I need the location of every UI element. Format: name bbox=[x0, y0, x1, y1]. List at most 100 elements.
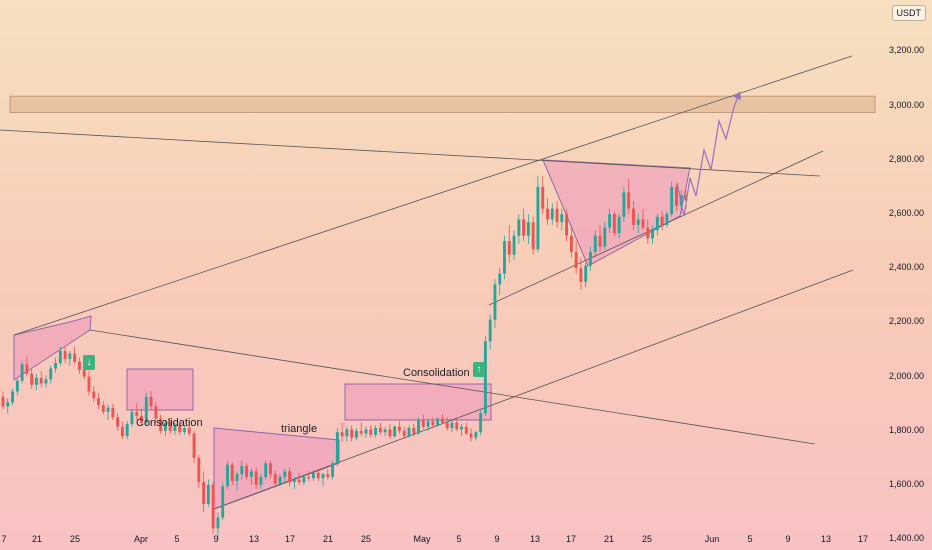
candle-body bbox=[54, 363, 57, 369]
candle bbox=[111, 403, 115, 420]
x-tick-label: 17 bbox=[857, 534, 869, 544]
candle bbox=[25, 356, 29, 377]
candle bbox=[417, 417, 420, 435]
candle bbox=[412, 424, 416, 437]
candle-body bbox=[522, 219, 526, 236]
currency-label[interactable]: USDT bbox=[891, 5, 926, 21]
sell-arrow-icon: ↓ bbox=[83, 355, 95, 370]
x-tick-label: 13 bbox=[820, 534, 832, 544]
y-tick-label: 2,800.00 bbox=[888, 153, 924, 164]
candle-body bbox=[550, 208, 554, 220]
trendline-upper-resistance bbox=[0, 129, 821, 177]
candle-body bbox=[464, 426, 468, 434]
annotation-consolidation-1: Consolidation bbox=[136, 417, 203, 429]
candle-body bbox=[87, 376, 91, 392]
candle bbox=[288, 467, 292, 487]
candle bbox=[183, 425, 186, 435]
candle-body bbox=[297, 479, 301, 483]
candle-body bbox=[197, 457, 201, 483]
candle bbox=[536, 176, 540, 252]
candle bbox=[125, 421, 129, 439]
candle bbox=[383, 426, 387, 437]
candle bbox=[39, 371, 43, 388]
candle bbox=[297, 472, 301, 485]
candle bbox=[1, 391, 5, 410]
candle-body bbox=[120, 426, 124, 437]
candle bbox=[397, 421, 401, 434]
candle-body bbox=[77, 361, 81, 370]
candle-body bbox=[168, 422, 172, 431]
candle-body bbox=[655, 216, 659, 231]
candle-body bbox=[240, 466, 244, 475]
candle-body bbox=[383, 429, 387, 433]
y-tick-label: 1,600.00 bbox=[888, 478, 924, 489]
candle bbox=[316, 468, 320, 481]
candle-body bbox=[221, 486, 225, 518]
candle bbox=[675, 184, 678, 212]
candle-body bbox=[378, 428, 382, 433]
candle bbox=[522, 208, 526, 242]
candle-body bbox=[183, 428, 186, 433]
candle-body bbox=[154, 406, 158, 419]
candle-body bbox=[321, 474, 325, 479]
symmetrical-triangle-shape bbox=[542, 159, 691, 267]
candle-body bbox=[259, 476, 263, 485]
candle bbox=[140, 409, 143, 426]
candle-body bbox=[11, 391, 14, 403]
candle-body bbox=[316, 472, 320, 479]
candle-body bbox=[30, 373, 34, 385]
candle-body bbox=[20, 364, 24, 381]
trendline-rising-channel-top bbox=[13, 55, 853, 336]
candle bbox=[216, 512, 220, 540]
x-tick-label: 9 bbox=[494, 534, 500, 544]
candle bbox=[221, 482, 225, 521]
candle-body bbox=[331, 463, 334, 477]
candle-body bbox=[63, 350, 67, 359]
candle-body bbox=[589, 251, 592, 266]
candle-body bbox=[507, 241, 511, 255]
candle bbox=[15, 377, 19, 396]
candle bbox=[245, 463, 249, 480]
candle-body bbox=[173, 425, 177, 431]
candle bbox=[469, 428, 473, 442]
candle bbox=[579, 257, 583, 290]
candle bbox=[178, 421, 182, 435]
candle bbox=[407, 425, 411, 438]
x-tick-label: 21 bbox=[31, 534, 43, 544]
candle bbox=[307, 471, 311, 481]
candle bbox=[617, 214, 621, 239]
candle bbox=[159, 414, 163, 434]
candle bbox=[460, 424, 463, 437]
candle-body bbox=[245, 466, 249, 477]
candle bbox=[589, 246, 592, 271]
candle-body bbox=[97, 398, 100, 406]
candle bbox=[622, 186, 626, 223]
candle bbox=[254, 467, 258, 490]
candle bbox=[593, 230, 597, 258]
x-tick-label: 9 bbox=[213, 534, 219, 544]
trendline-rising-channel-bottom bbox=[213, 269, 854, 510]
candle bbox=[355, 428, 358, 441]
candle bbox=[541, 176, 545, 215]
candle-body bbox=[369, 429, 373, 435]
x-tick-label: 5 bbox=[456, 534, 462, 544]
candle-body bbox=[445, 422, 449, 429]
candle bbox=[627, 178, 631, 215]
candle bbox=[30, 368, 34, 389]
candle bbox=[512, 230, 516, 261]
candle bbox=[163, 419, 167, 437]
candle-body bbox=[646, 227, 650, 239]
candle-body bbox=[627, 192, 631, 209]
candle-body bbox=[283, 471, 287, 477]
candle-body bbox=[202, 482, 206, 504]
candle bbox=[402, 426, 406, 439]
candle bbox=[483, 335, 487, 416]
x-tick-label: 21 bbox=[322, 534, 334, 544]
candle-body bbox=[603, 227, 607, 247]
candle-body bbox=[393, 426, 397, 437]
candle bbox=[498, 268, 502, 296]
y-tick-label: 2,600.00 bbox=[888, 208, 924, 219]
candle-body bbox=[569, 235, 573, 252]
